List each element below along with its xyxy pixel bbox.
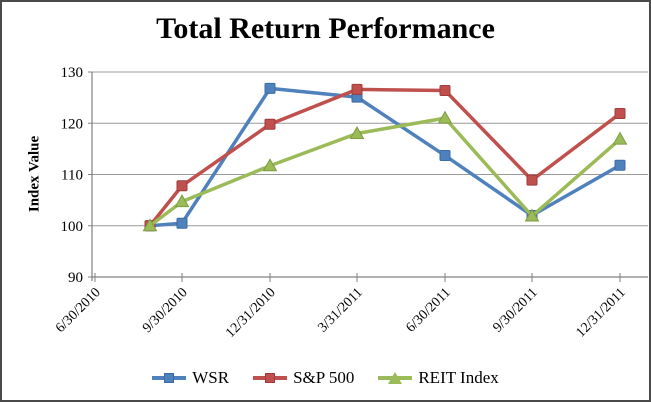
x-tick-label: 12/31/2011: [573, 285, 628, 340]
legend-label-sp500: S&P 500: [293, 368, 355, 387]
legend-item-wsr: WSR: [152, 368, 229, 388]
x-tick-label: 9/30/2011: [490, 285, 540, 335]
data-point-marker: [612, 131, 628, 145]
data-point-marker: [174, 194, 190, 208]
y-tick-label: 120: [61, 116, 84, 132]
data-point-marker: [262, 158, 278, 172]
chart-legend: WSR S&P 500 REIT Index: [2, 368, 649, 388]
data-point-marker: [142, 218, 158, 232]
data-point-marker: [524, 208, 540, 222]
x-tick-label: 12/31/2010: [223, 285, 279, 341]
data-point-marker: [437, 110, 453, 124]
data-point-marker: [439, 150, 451, 162]
x-tick-label: 6/30/2011: [403, 285, 453, 335]
data-point-marker: [176, 180, 188, 192]
legend-item-sp500: S&P 500: [253, 368, 354, 388]
reit-line-marker-icon: [378, 371, 413, 385]
y-tick-label: 130: [61, 65, 84, 81]
data-point-marker: [526, 174, 538, 186]
y-tick-label: 100: [61, 219, 84, 235]
legend-label-wsr: WSR: [192, 368, 230, 387]
x-tick-label: 6/30/2010: [53, 285, 104, 336]
x-tick-label: 9/30/2010: [140, 285, 191, 336]
data-point-marker: [439, 84, 451, 96]
sp500-line-marker-icon: [253, 371, 288, 385]
data-point-marker: [349, 125, 365, 139]
series-line-2: [148, 116, 622, 228]
wsr-line-marker-icon: [152, 371, 187, 385]
data-point-marker: [264, 82, 276, 94]
y-tick-label: 110: [61, 168, 83, 184]
data-point-marker: [614, 159, 626, 171]
chart-title: Total Return Performance: [156, 12, 495, 45]
data-point-marker: [264, 118, 276, 130]
x-tick-label: 3/31/2011: [315, 285, 365, 335]
data-point-marker: [614, 108, 626, 120]
y-tick-label: 90: [68, 270, 83, 286]
data-point-marker: [176, 217, 188, 229]
legend-item-reit: REIT Index: [378, 368, 499, 388]
data-point-marker: [351, 83, 363, 95]
legend-label-reit: REIT Index: [418, 368, 499, 387]
